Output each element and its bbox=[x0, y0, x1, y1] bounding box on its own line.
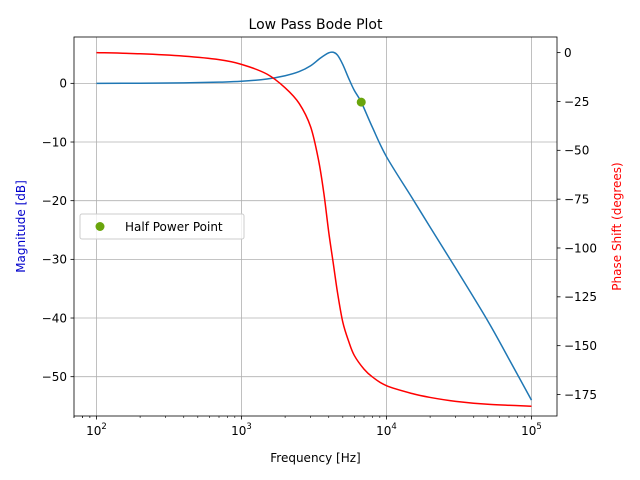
x-tick-label: 102 bbox=[86, 422, 107, 438]
magnitude-line bbox=[96, 51, 533, 401]
series-layer bbox=[96, 51, 533, 407]
left-y-axis-label: Magnitude [dB] bbox=[14, 180, 28, 273]
left-y-tick-label: −50 bbox=[42, 370, 67, 384]
right-y-tick-label: −25 bbox=[564, 95, 589, 109]
right-y-tick-label: −50 bbox=[564, 144, 589, 158]
left-y-tick-label: 0 bbox=[59, 77, 67, 91]
x-tick-label: 104 bbox=[376, 422, 397, 438]
legend-marker bbox=[95, 222, 105, 231]
right-y-axis-label: Phase Shift (degrees) bbox=[610, 162, 624, 290]
left-y-tick-label: −40 bbox=[42, 311, 67, 325]
left-y-tick-label: −20 bbox=[42, 194, 67, 208]
x-axis-label: Frequency [Hz] bbox=[270, 451, 361, 465]
right-y-tick-label: −150 bbox=[564, 339, 597, 353]
left-y-tick-label: −30 bbox=[42, 253, 67, 267]
legend-box bbox=[79, 213, 245, 240]
plot-frame bbox=[73, 36, 558, 417]
right-y-tick-label: −175 bbox=[564, 388, 597, 402]
x-tick-label: 105 bbox=[521, 422, 542, 438]
right-y-tick-label: 0 bbox=[564, 46, 572, 60]
legend-label: Half Power Point bbox=[125, 220, 223, 234]
x-tick-label: 103 bbox=[231, 422, 252, 438]
left-y-tick-label: −10 bbox=[42, 135, 67, 149]
chart-title: Low Pass Bode Plot bbox=[249, 17, 383, 33]
right-y-tick-label: −100 bbox=[564, 241, 597, 255]
half-power-point-marker bbox=[356, 97, 366, 107]
right-y-tick-label: −75 bbox=[564, 192, 589, 206]
ticks-layer: 102 103 104 105 0 −10 −20 −30 −40 −50 0 −25 −50 −75 −1… bbox=[42, 46, 597, 438]
right-y-tick-label: −125 bbox=[564, 290, 597, 304]
phase-line bbox=[96, 51, 532, 407]
legend: Half Power Point bbox=[79, 213, 245, 240]
